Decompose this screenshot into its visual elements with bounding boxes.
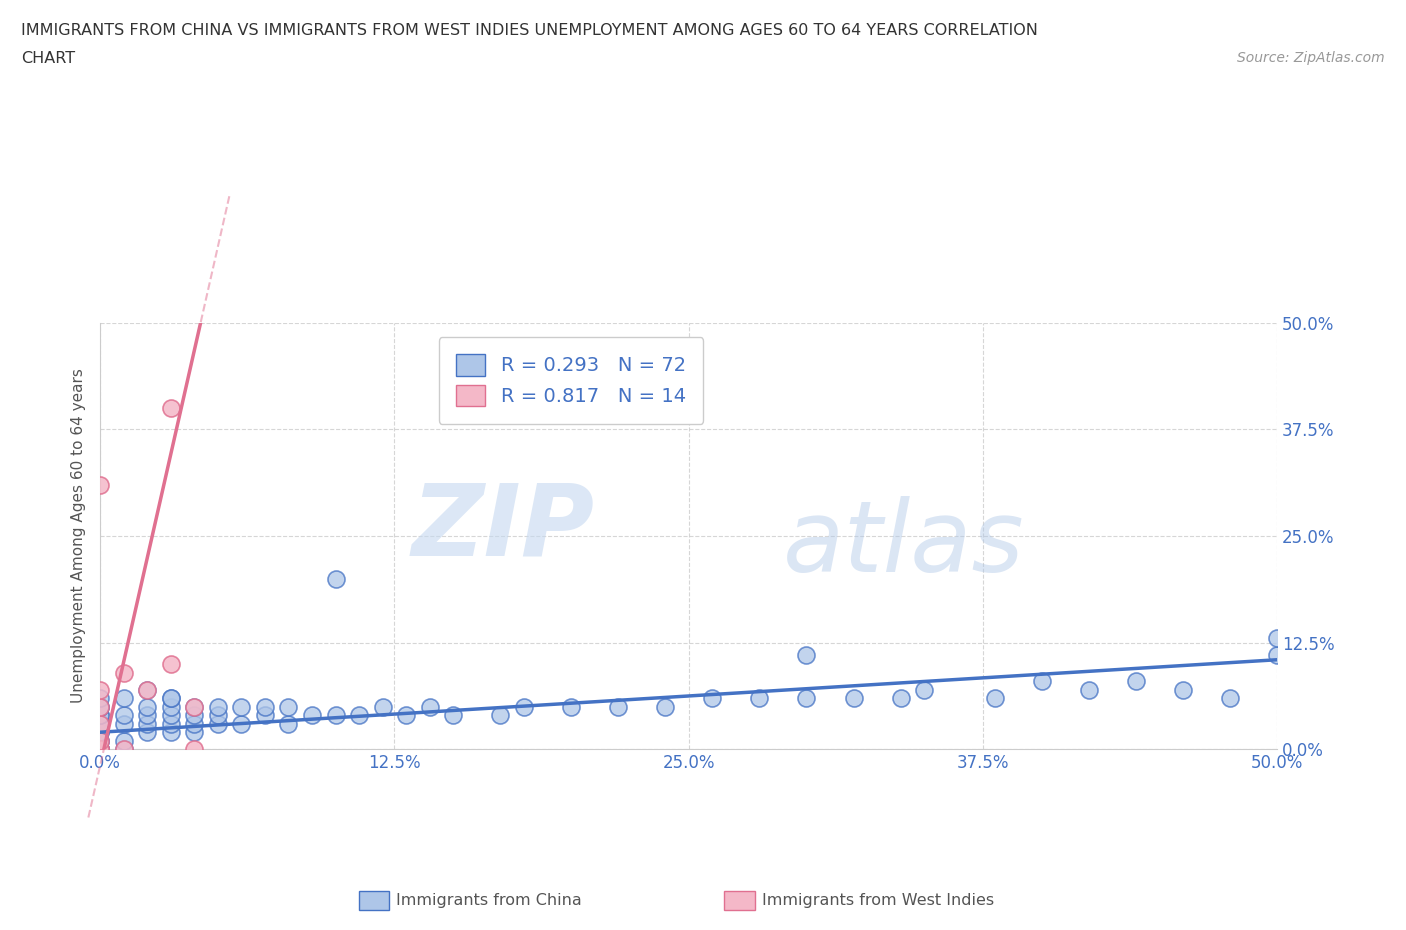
Point <box>89 682 111 697</box>
Point <box>183 699 205 714</box>
Point <box>112 665 135 680</box>
Point <box>159 708 181 723</box>
Point <box>89 742 111 757</box>
Point <box>89 716 111 731</box>
Point <box>159 691 181 706</box>
Point <box>207 708 229 723</box>
Point <box>702 691 724 706</box>
Point <box>1125 673 1147 688</box>
Point <box>441 708 464 723</box>
Point <box>89 716 111 731</box>
Point <box>1031 673 1053 688</box>
Point <box>159 716 181 731</box>
Point <box>489 708 512 723</box>
Text: Immigrants from West Indies: Immigrants from West Indies <box>762 893 994 908</box>
Legend: R = 0.293   N = 72, R = 0.817   N = 14: R = 0.293 N = 72, R = 0.817 N = 14 <box>439 337 703 424</box>
Point <box>347 708 370 723</box>
Point <box>136 724 159 739</box>
Point <box>1265 648 1288 663</box>
Point <box>183 708 205 723</box>
Point <box>890 691 912 706</box>
Point <box>796 648 818 663</box>
Point <box>607 699 630 714</box>
Point <box>325 708 347 723</box>
Point <box>136 708 159 723</box>
Point <box>136 716 159 731</box>
Point <box>89 724 111 739</box>
Point <box>112 716 135 731</box>
Point <box>159 401 181 416</box>
Point <box>301 708 323 723</box>
Point <box>183 742 205 757</box>
Point <box>159 691 181 706</box>
Point <box>89 699 111 714</box>
Point <box>89 699 111 714</box>
Text: Source: ZipAtlas.com: Source: ZipAtlas.com <box>1237 51 1385 65</box>
Point <box>89 708 111 723</box>
Point <box>1265 631 1288 645</box>
Point <box>159 699 181 714</box>
Point <box>112 708 135 723</box>
Point <box>112 734 135 749</box>
Point <box>89 742 111 757</box>
Point <box>513 699 536 714</box>
Point <box>136 682 159 697</box>
Point <box>89 742 111 757</box>
Point <box>183 724 205 739</box>
Point <box>89 708 111 723</box>
Point <box>89 724 111 739</box>
Point <box>560 699 582 714</box>
Point <box>89 716 111 731</box>
Point <box>207 716 229 731</box>
Point <box>112 691 135 706</box>
Text: ZIP: ZIP <box>412 479 595 576</box>
Point <box>183 699 205 714</box>
Point <box>796 691 818 706</box>
Text: IMMIGRANTS FROM CHINA VS IMMIGRANTS FROM WEST INDIES UNEMPLOYMENT AMONG AGES 60 : IMMIGRANTS FROM CHINA VS IMMIGRANTS FROM… <box>21 23 1038 38</box>
Point <box>912 682 935 697</box>
Point <box>748 691 770 706</box>
Point <box>136 699 159 714</box>
Point <box>159 657 181 671</box>
Point <box>159 724 181 739</box>
Point <box>89 742 111 757</box>
Point <box>89 699 111 714</box>
Point <box>984 691 1007 706</box>
Point <box>89 742 111 757</box>
Point <box>231 716 253 731</box>
Point <box>112 742 135 757</box>
Point <box>89 477 111 492</box>
Point <box>89 742 111 757</box>
Text: CHART: CHART <box>21 51 75 66</box>
Point <box>1171 682 1194 697</box>
Text: Immigrants from China: Immigrants from China <box>396 893 582 908</box>
Point <box>89 734 111 749</box>
Point <box>231 699 253 714</box>
Y-axis label: Unemployment Among Ages 60 to 64 years: Unemployment Among Ages 60 to 64 years <box>72 368 86 703</box>
Point <box>89 691 111 706</box>
Point <box>183 716 205 731</box>
Point <box>277 716 299 731</box>
Point <box>253 708 276 723</box>
Point <box>89 734 111 749</box>
Point <box>277 699 299 714</box>
Point <box>842 691 865 706</box>
Point <box>1077 682 1099 697</box>
Point <box>112 742 135 757</box>
Point <box>419 699 441 714</box>
Point <box>89 734 111 749</box>
Point <box>654 699 676 714</box>
Point <box>1219 691 1241 706</box>
Point <box>325 571 347 586</box>
Point <box>136 682 159 697</box>
Text: atlas: atlas <box>783 496 1025 593</box>
Point <box>207 699 229 714</box>
Point <box>395 708 418 723</box>
Point <box>253 699 276 714</box>
Point <box>371 699 394 714</box>
